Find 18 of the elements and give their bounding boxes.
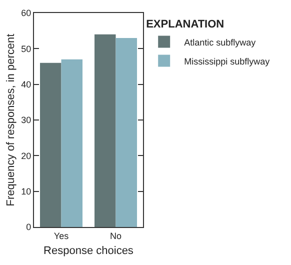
y-tick-label: 40 <box>21 79 32 90</box>
bar <box>94 34 116 227</box>
y-tick-label: 10 <box>21 186 32 196</box>
bar <box>116 38 138 227</box>
y-axis-title: Frequency of responses, in percent <box>4 34 17 206</box>
y-tick-label: 0 <box>26 222 32 232</box>
y-tick-label: 60 <box>21 8 32 18</box>
bar <box>61 59 83 227</box>
x-tick-label: Yes <box>54 230 70 241</box>
x-tick-label: No <box>110 230 122 241</box>
legend-label: Mississippi subflyway <box>184 56 270 66</box>
y-tick-label: 50 <box>21 44 32 54</box>
bar <box>40 62 62 227</box>
y-tick-label: 30 <box>21 115 32 126</box>
legend-label: Atlantic subflyway <box>184 37 256 48</box>
x-axis-title: Response choices <box>44 245 134 257</box>
legend-title: EXPLANATION <box>146 18 224 30</box>
y-tick-label: 20 <box>21 150 32 161</box>
